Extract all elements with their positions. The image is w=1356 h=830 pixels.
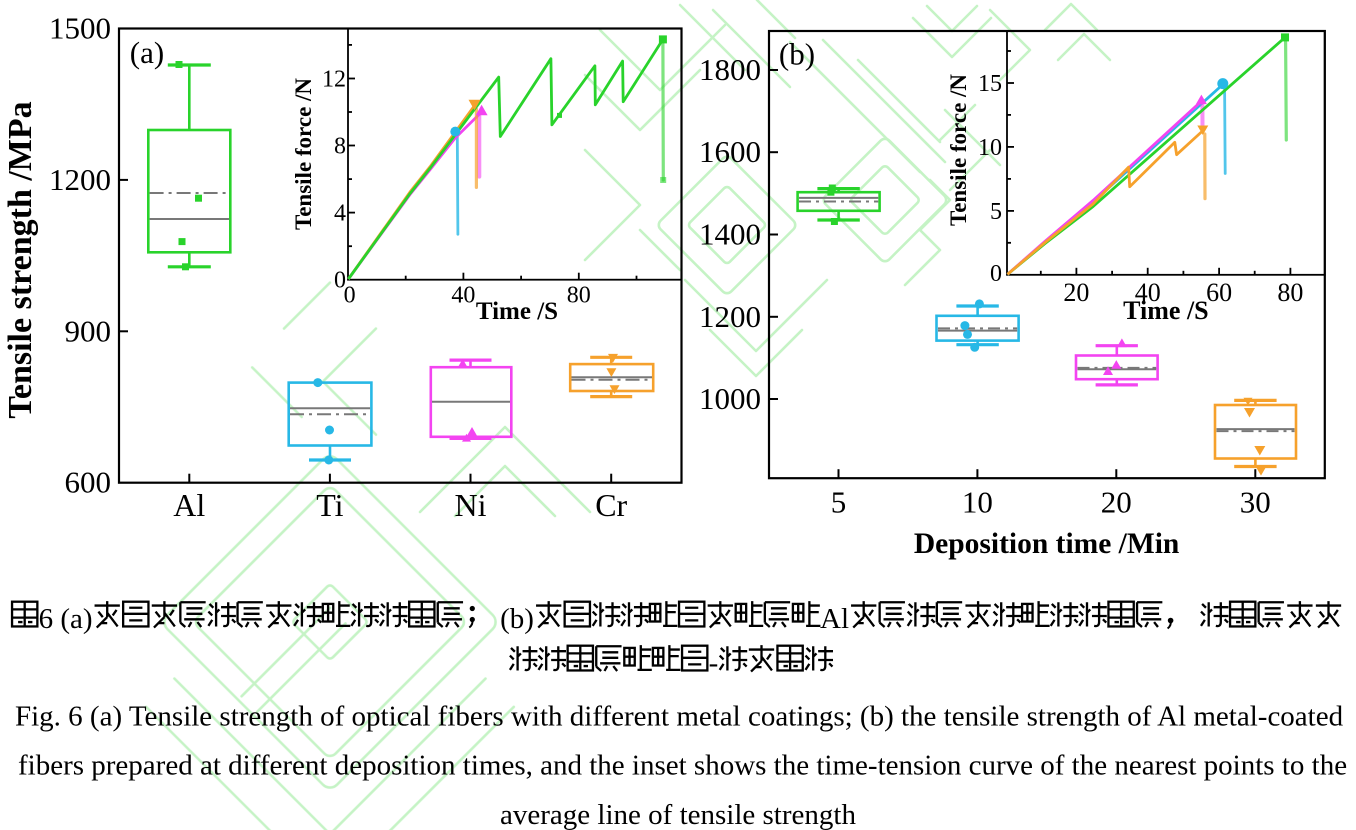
- svg-text:30: 30: [1240, 485, 1271, 520]
- svg-text:Tensile strength /MPa: Tensile strength /MPa: [2, 101, 39, 418]
- svg-text:-: -: [709, 647, 719, 679]
- svg-text:0: 0: [344, 283, 356, 309]
- svg-text:15: 15: [978, 71, 1002, 97]
- svg-text:40: 40: [451, 283, 475, 309]
- svg-text:1200: 1200: [49, 162, 111, 197]
- svg-text:12: 12: [322, 67, 346, 93]
- svg-text:20: 20: [1101, 485, 1132, 520]
- svg-text:20: 20: [1063, 278, 1089, 307]
- svg-text:(b): (b): [493, 603, 534, 635]
- svg-text:40: 40: [1135, 278, 1161, 307]
- svg-text:average line of tensile streng: average line of tensile strength: [500, 799, 856, 830]
- svg-text:5: 5: [990, 199, 1002, 225]
- svg-text:Deposition time /Min: Deposition time /Min: [914, 528, 1180, 560]
- svg-text:Time /S: Time /S: [476, 298, 558, 325]
- svg-text:(b): (b): [779, 37, 815, 72]
- svg-text:10: 10: [978, 135, 1002, 161]
- svg-text:Ni: Ni: [455, 487, 487, 523]
- svg-text:Al: Al: [820, 603, 849, 635]
- svg-text:0: 0: [990, 261, 1002, 287]
- svg-text:1800: 1800: [699, 52, 761, 87]
- svg-text:1400: 1400: [699, 217, 761, 252]
- svg-text:4: 4: [334, 201, 346, 227]
- svg-text:Ti: Ti: [316, 487, 343, 523]
- svg-text:Time /S: Time /S: [1123, 296, 1208, 325]
- svg-text:Fig. 6 (a) Tensile strength of: Fig. 6 (a) Tensile strength of optical f…: [15, 701, 1344, 733]
- svg-text:1600: 1600: [699, 134, 761, 169]
- svg-text:fibers prepared at different d: fibers prepared at different deposition …: [18, 750, 1347, 782]
- svg-text:Al: Al: [173, 487, 205, 523]
- svg-text:0: 0: [334, 268, 346, 294]
- svg-text:80: 80: [1277, 278, 1303, 307]
- svg-text:Tensile force /N: Tensile force /N: [291, 78, 316, 230]
- svg-text:6 (a): 6 (a): [39, 603, 93, 635]
- svg-text:Cr: Cr: [595, 487, 627, 523]
- svg-text:8: 8: [334, 134, 346, 160]
- svg-text:900: 900: [65, 313, 112, 348]
- svg-text:60: 60: [1206, 278, 1232, 307]
- svg-text:1500: 1500: [49, 11, 111, 46]
- svg-text:1000: 1000: [699, 381, 761, 416]
- svg-text:600: 600: [65, 465, 112, 500]
- svg-text:Tensile force /N: Tensile force /N: [946, 74, 971, 226]
- svg-text:1200: 1200: [699, 299, 761, 334]
- svg-text:10: 10: [962, 485, 993, 520]
- svg-text:80: 80: [567, 283, 591, 309]
- svg-text:(a): (a): [130, 35, 164, 70]
- svg-text:5: 5: [831, 485, 847, 520]
